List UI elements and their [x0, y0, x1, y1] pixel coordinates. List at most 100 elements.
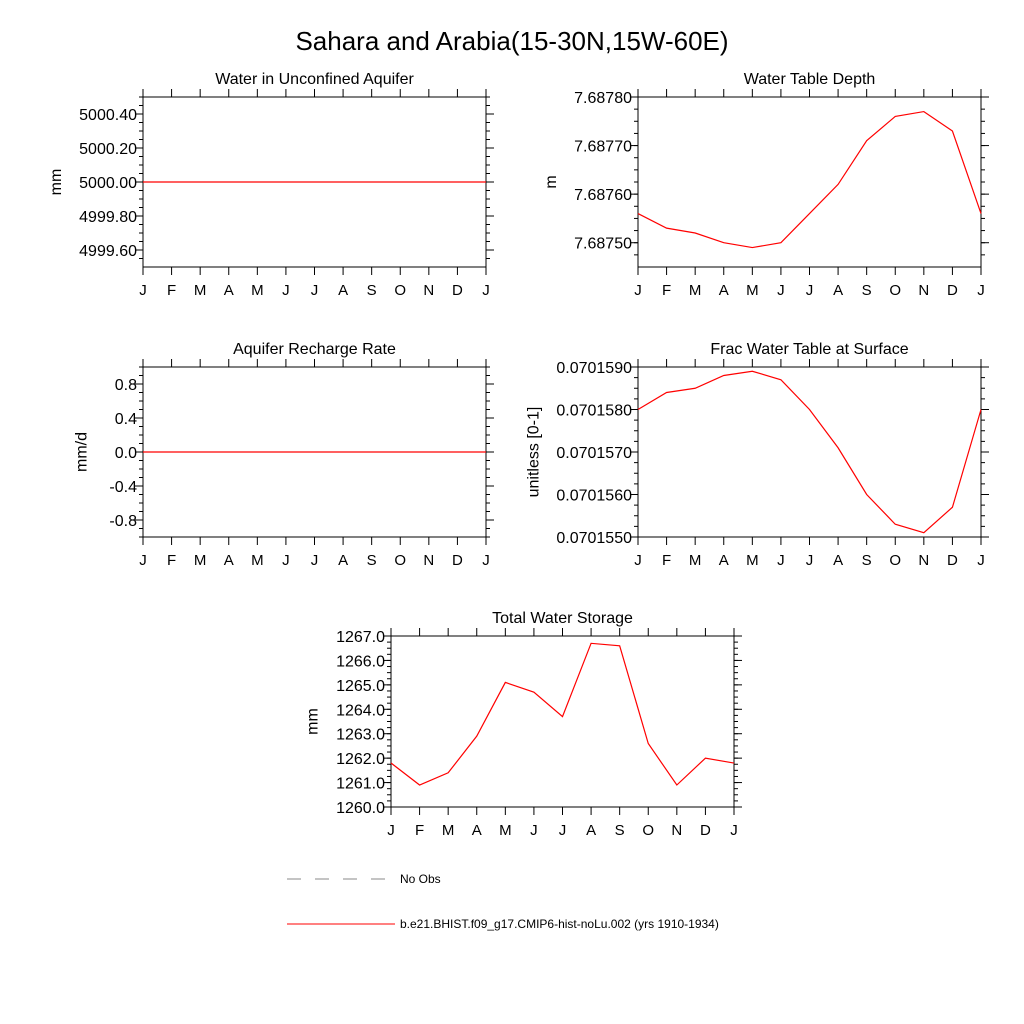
series-line: [637, 370, 982, 534]
y-tick-label: 7.68770: [574, 139, 632, 156]
y-tick-label: 1261.0: [336, 776, 385, 793]
y-axis-label: mm/d: [74, 432, 91, 472]
x-tick-label: J: [282, 552, 290, 569]
x-tick-label: J: [282, 282, 290, 299]
x-tick-label: A: [472, 822, 482, 839]
y-tick-label: 7.68780: [574, 90, 632, 107]
x-tick-label: N: [671, 822, 682, 839]
panel-title: Water in Unconfined Aquifer: [215, 71, 414, 88]
x-tick-label: F: [415, 822, 424, 839]
y-tick-label: 0.0701560: [556, 488, 632, 505]
y-tick-label: 0.0701550: [556, 530, 632, 547]
x-tick-label: D: [700, 822, 711, 839]
x-tick-label: J: [311, 552, 319, 569]
plot-frame: [637, 96, 982, 268]
y-tick-label: 0.0701590: [556, 360, 632, 377]
panel-title: Frac Water Table at Surface: [710, 341, 908, 358]
x-tick-label: S: [367, 282, 377, 299]
y-tick-label: 1264.0: [336, 702, 385, 719]
y-tick-label: 1260.0: [336, 800, 385, 817]
legend-label-obs: No Obs: [400, 872, 441, 886]
x-tick-label: A: [338, 282, 348, 299]
x-tick-label: D: [947, 282, 958, 299]
x-tick-label: J: [777, 282, 785, 299]
x-tick-label: M: [746, 282, 759, 299]
x-tick-label: N: [423, 282, 434, 299]
y-tick-label: 0.4: [115, 411, 137, 428]
plot-frame: [637, 366, 982, 538]
x-tick-label: J: [977, 282, 985, 299]
x-tick-label: M: [689, 282, 702, 299]
series-line: [390, 642, 735, 786]
x-tick-label: M: [442, 822, 455, 839]
x-tick-label: J: [806, 552, 814, 569]
x-tick-label: J: [777, 552, 785, 569]
x-tick-label: A: [224, 282, 234, 299]
x-tick-label: D: [452, 552, 463, 569]
y-tick-label: -0.8: [109, 513, 137, 530]
x-tick-label: A: [719, 282, 729, 299]
y-axis-label: m: [543, 175, 560, 188]
x-tick-label: A: [719, 552, 729, 569]
x-tick-label: F: [167, 552, 176, 569]
x-tick-label: M: [746, 552, 759, 569]
x-tick-label: J: [634, 552, 642, 569]
y-tick-label: 5000.20: [79, 141, 137, 158]
panel-title: Total Water Storage: [492, 610, 633, 627]
y-tick-label: 4999.80: [79, 209, 137, 226]
y-axis-label: mm: [48, 169, 65, 196]
y-tick-label: 1263.0: [336, 727, 385, 744]
x-tick-label: S: [862, 282, 872, 299]
x-tick-label: J: [977, 552, 985, 569]
y-tick-label: -0.4: [109, 479, 137, 496]
y-tick-label: 5000.00: [79, 175, 137, 192]
y-tick-label: 1265.0: [336, 678, 385, 695]
x-tick-label: J: [482, 552, 490, 569]
series-line: [637, 110, 982, 249]
x-tick-label: O: [394, 552, 406, 569]
x-tick-label: J: [482, 282, 490, 299]
x-tick-label: N: [423, 552, 434, 569]
figure-title: Sahara and Arabia(15-30N,15W-60E): [295, 26, 728, 56]
x-tick-label: F: [662, 282, 671, 299]
x-tick-label: J: [634, 282, 642, 299]
x-tick-label: A: [833, 282, 843, 299]
x-tick-label: F: [167, 282, 176, 299]
x-tick-label: A: [224, 552, 234, 569]
x-tick-label: J: [311, 282, 319, 299]
y-tick-label: 1262.0: [336, 751, 385, 768]
x-tick-label: A: [338, 552, 348, 569]
legend: No Obs b.e21.BHIST.f09_g17.CMIP6-hist-no…: [287, 872, 719, 931]
x-tick-label: M: [194, 552, 207, 569]
x-tick-label: A: [586, 822, 596, 839]
y-tick-label: 7.68750: [574, 236, 632, 253]
y-tick-label: 1266.0: [336, 653, 385, 670]
y-tick-label: 1267.0: [336, 629, 385, 646]
x-tick-label: O: [394, 282, 406, 299]
legend-label-model: b.e21.BHIST.f09_g17.CMIP6-hist-noLu.002 …: [400, 917, 719, 931]
x-tick-label: S: [862, 552, 872, 569]
y-tick-label: 7.68760: [574, 187, 632, 204]
x-tick-label: M: [251, 552, 264, 569]
x-tick-label: S: [367, 552, 377, 569]
y-tick-label: 0.0: [115, 445, 137, 462]
y-tick-label: 0.0701580: [556, 403, 632, 420]
x-tick-label: F: [662, 552, 671, 569]
x-tick-label: J: [139, 552, 147, 569]
plot-frame: [390, 635, 735, 808]
y-axis-label: mm: [304, 708, 321, 735]
panel-title: Aquifer Recharge Rate: [233, 341, 396, 358]
x-tick-label: J: [387, 822, 395, 839]
y-tick-label: 5000.40: [79, 107, 137, 124]
panel-title: Water Table Depth: [744, 71, 876, 88]
x-tick-label: J: [559, 822, 567, 839]
x-tick-label: O: [642, 822, 654, 839]
x-tick-label: J: [139, 282, 147, 299]
x-tick-label: N: [918, 282, 929, 299]
x-tick-label: M: [689, 552, 702, 569]
y-axis-label: unitless [0-1]: [526, 407, 543, 498]
